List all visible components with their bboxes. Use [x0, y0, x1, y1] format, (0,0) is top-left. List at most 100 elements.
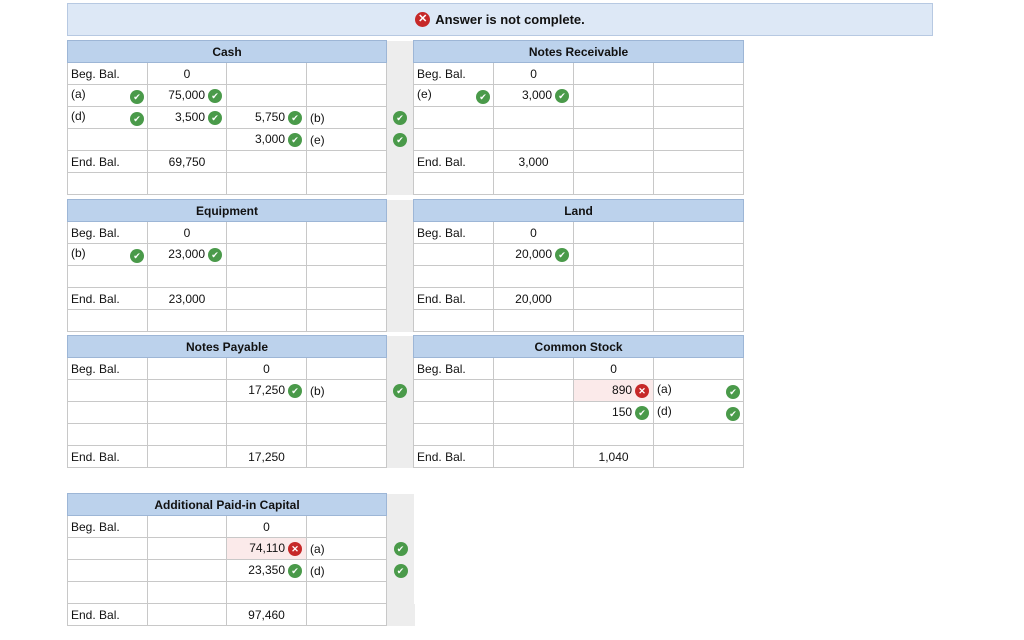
check-icon: ✔: [476, 90, 491, 104]
ref-e-label: (e): [417, 87, 432, 101]
ref-a-label: (a): [71, 87, 86, 101]
equipment-debit-b[interactable]: 23,000 ✔: [147, 243, 227, 266]
ref-d-label: (d): [71, 109, 86, 123]
equipment-beg-balance: 0: [147, 221, 227, 244]
nr-debit-e[interactable]: 3,000 ✔: [493, 84, 575, 107]
equipment-beg-label: Beg. Bal.: [67, 221, 148, 244]
nr-credit-ref[interactable]: [653, 62, 745, 85]
cs-credit-ref-d[interactable]: (d) ✔: [653, 401, 745, 424]
np-credit-ref-b[interactable]: (b): [305, 379, 388, 402]
cs-beg-label: Beg. Bal.: [413, 357, 495, 380]
np-end-label: End. Bal.: [67, 445, 148, 468]
apic-beg-balance: 0: [226, 515, 307, 538]
apic-credit-ref-d[interactable]: (d): [305, 559, 388, 582]
cash-ref-a[interactable]: (a) ✔: [67, 84, 148, 107]
cs-end-balance: 1,040: [573, 445, 655, 468]
common-stock-title: Common Stock: [413, 335, 745, 358]
cash-debit-a[interactable]: 75,000 ✔: [147, 84, 227, 107]
land-debit[interactable]: 20,000 ✔: [493, 243, 574, 266]
np-beg-label: Beg. Bal.: [67, 357, 148, 380]
equipment-title: Equipment: [67, 199, 387, 222]
cs-beg-balance: 0: [573, 357, 655, 380]
check-icon: ✔: [726, 407, 741, 421]
check-icon: ✔: [208, 88, 222, 103]
np-beg-balance: 0: [226, 357, 307, 380]
check-icon: ✔: [130, 249, 144, 263]
check-icon: ✔: [208, 247, 222, 262]
np-end-balance: 17,250: [226, 445, 307, 468]
land-ref-input[interactable]: [413, 243, 494, 266]
x-icon: ✕: [288, 541, 302, 556]
apic-end-balance: 97,460: [226, 603, 307, 626]
cash-credit-input[interactable]: [226, 62, 307, 85]
cs-credit-d[interactable]: 150 ✔: [573, 401, 655, 424]
check-icon: ✔: [393, 110, 408, 125]
equipment-end-balance: 23,000: [147, 287, 227, 310]
apic-beg-label: Beg. Bal.: [67, 515, 148, 538]
land-beg-label: Beg. Bal.: [413, 221, 494, 244]
land-title: Land: [412, 199, 745, 222]
cash-credit-ref-e[interactable]: (e): [305, 128, 388, 151]
equipment-land-block: Equipment Land Beg. Bal. 0 Beg. Bal. 0 (…: [67, 199, 745, 332]
check-icon: ✔: [393, 541, 408, 556]
check-icon: ✔: [393, 563, 408, 578]
error-icon: ✕: [415, 12, 431, 27]
cash-title: Cash: [66, 40, 388, 63]
check-icon: ✔: [393, 132, 408, 147]
check-icon: ✔: [726, 385, 741, 399]
notes-receivable-title: Notes Receivable: [413, 40, 745, 63]
nr-credit-input[interactable]: [573, 84, 655, 107]
cash-credit-ref-b[interactable]: (b): [305, 106, 388, 129]
apic-credit-d[interactable]: 23,350 ✔: [226, 559, 307, 582]
cash-end-label: End. Bal.: [67, 150, 148, 173]
nr-ref-e[interactable]: (e) ✔: [413, 84, 495, 107]
land-beg-balance: 0: [493, 221, 574, 244]
cash-notes-receivable-block: Cash Notes Receivable Beg. Bal. 0 Beg. B…: [66, 40, 745, 195]
equipment-ref-b[interactable]: (b) ✔: [67, 243, 148, 266]
check-icon: ✔: [555, 247, 569, 262]
cash-credit-e[interactable]: 3,000 ✔: [226, 128, 307, 151]
apic-end-label: End. Bal.: [67, 603, 148, 626]
cash-credit-ref[interactable]: [305, 62, 388, 85]
cs-end-label: End. Bal.: [413, 445, 495, 468]
cash-credit-ref[interactable]: [305, 84, 388, 107]
apic-block: Additional Paid-in Capital Beg. Bal. 0 7…: [66, 493, 415, 626]
check-icon: ✔: [208, 110, 222, 125]
cs-credit-ref-a[interactable]: (a) ✔: [653, 379, 745, 402]
check-icon: ✔: [635, 405, 650, 420]
land-end-balance: 20,000: [493, 287, 574, 310]
check-icon: ✔: [288, 383, 302, 398]
notes-payable-common-stock-block: Notes Payable Common Stock Beg. Bal. 0 B…: [66, 335, 745, 468]
nr-beg-label: Beg. Bal.: [413, 62, 495, 85]
nr-end-label: End. Bal.: [413, 150, 495, 173]
nr-end-balance: 3,000: [493, 150, 575, 173]
cash-credit-input[interactable]: [226, 84, 307, 107]
check-icon: ✔: [288, 563, 302, 578]
land-end-label: End. Bal.: [413, 287, 494, 310]
answer-status-banner: ✕ Answer is not complete.: [67, 3, 933, 36]
nr-beg-balance: 0: [493, 62, 575, 85]
cash-beg-label: Beg. Bal.: [67, 62, 148, 85]
x-icon: ✕: [635, 383, 650, 398]
check-icon: ✔: [130, 90, 144, 104]
cash-credit-b[interactable]: 5,750 ✔: [226, 106, 307, 129]
cash-ref-d[interactable]: (d) ✔: [67, 106, 148, 129]
equipment-end-label: End. Bal.: [67, 287, 148, 310]
apic-credit-a[interactable]: 74,110 ✕: [226, 537, 307, 560]
check-icon: ✔: [130, 112, 144, 126]
cash-end-balance: 69,750: [147, 150, 227, 173]
check-icon: ✔: [393, 383, 408, 398]
banner-text: Answer is not complete.: [435, 12, 585, 27]
cs-credit-a[interactable]: 890 ✕: [573, 379, 655, 402]
cash-beg-balance: 0: [147, 62, 227, 85]
nr-credit-ref[interactable]: [653, 84, 745, 107]
notes-payable-title: Notes Payable: [66, 335, 388, 358]
check-icon: ✔: [555, 88, 570, 103]
apic-credit-ref-a[interactable]: (a): [305, 537, 388, 560]
check-icon: ✔: [288, 110, 302, 125]
apic-title: Additional Paid-in Capital: [66, 493, 388, 516]
check-icon: ✔: [288, 132, 302, 147]
cash-debit-d[interactable]: 3,500 ✔: [147, 106, 227, 129]
nr-credit-input[interactable]: [573, 62, 655, 85]
np-credit-b[interactable]: 17,250 ✔: [226, 379, 307, 402]
